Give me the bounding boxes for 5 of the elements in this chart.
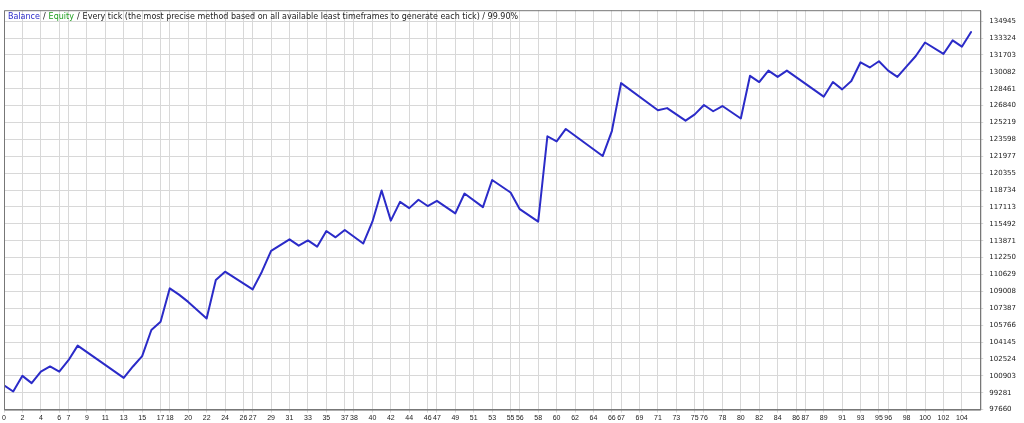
annotation: / — [42, 12, 46, 22]
text: Balance — [8, 12, 40, 22]
chart-title: Every tick (the most precise method based on all available least timeframes to generate each tick) / 99.90% — [82, 12, 519, 22]
annotation: / — [76, 12, 80, 22]
legend-label: Equity — [48, 12, 75, 22]
